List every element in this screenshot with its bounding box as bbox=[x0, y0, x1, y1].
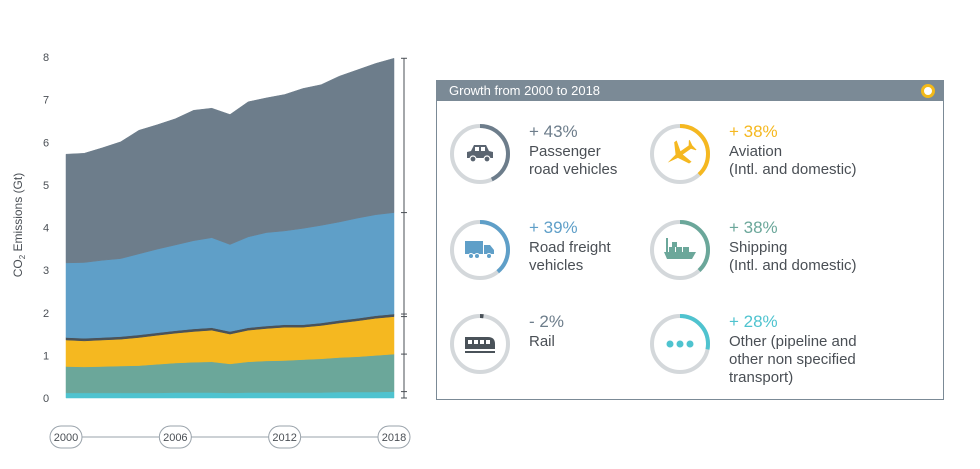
growth-arc bbox=[450, 314, 510, 374]
growth-arc bbox=[650, 314, 710, 374]
panel-header: Growth from 2000 to 2018 bbox=[437, 81, 943, 101]
x-tick-label: 2000 bbox=[54, 432, 78, 444]
growth-item-aviation: + 38% Aviation (Intl. and domestic) bbox=[637, 113, 877, 193]
growth-text: - 2% Rail bbox=[529, 313, 564, 351]
growth-item-rail: - 2% Rail bbox=[437, 303, 677, 383]
y-tick-label: 3 bbox=[43, 265, 49, 277]
y-tick-label: 6 bbox=[43, 137, 49, 149]
growth-label-line2: (Intl. and domestic) bbox=[729, 161, 857, 178]
series-brackets bbox=[401, 57, 407, 399]
growth-text: + 38% Aviation (Intl. and domestic) bbox=[729, 123, 857, 179]
growth-label-line1: Road freight bbox=[529, 239, 611, 256]
growth-label-line2: road vehicles bbox=[529, 161, 618, 178]
airplane-icon bbox=[667, 139, 697, 164]
logo-icon bbox=[921, 84, 935, 98]
x-tick-pill bbox=[377, 425, 411, 449]
growth-arc bbox=[650, 124, 710, 184]
growth-label-line1: Other (pipeline and bbox=[729, 333, 857, 350]
growth-text: + 39% Road freight vehicles bbox=[529, 219, 611, 275]
x-tick-pill bbox=[49, 425, 83, 449]
x-tick-label: 2018 bbox=[382, 432, 406, 444]
growth-percent: - 2% bbox=[529, 312, 564, 331]
growth-arc bbox=[650, 220, 710, 280]
y-axis-label-subscript: 2 bbox=[18, 254, 27, 259]
growth-label-line2: (Intl. and domestic) bbox=[729, 257, 857, 274]
growth-item-passenger: + 43% Passenger road vehicles bbox=[437, 113, 677, 193]
growth-label-line2: vehicles bbox=[529, 257, 584, 274]
growth-panel: Growth from 2000 to 2018 + 43% Passenger… bbox=[436, 80, 944, 400]
y-axis-ticks: 0 1 2 3 4 5 6 7 8 bbox=[43, 52, 49, 405]
y-axis-label-main: CO bbox=[11, 259, 25, 277]
car-icon bbox=[467, 145, 493, 163]
growth-item-shipping: + 38% Shipping (Intl. and domestic) bbox=[637, 209, 877, 289]
growth-text: + 28% Other (pipeline and other non spec… bbox=[729, 313, 877, 387]
y-axis-label-rest: Emissions (Gt) bbox=[11, 173, 25, 255]
growth-ring bbox=[650, 220, 710, 280]
growth-percent: + 38% bbox=[729, 218, 778, 237]
growth-label-line1: Aviation bbox=[729, 143, 783, 160]
growth-item-road-freight: + 39% Road freight vehicles bbox=[437, 209, 677, 289]
panel-title: Growth from 2000 to 2018 bbox=[449, 83, 601, 98]
growth-ring bbox=[650, 314, 710, 374]
growth-percent: + 43% bbox=[529, 122, 578, 141]
growth-text: + 38% Shipping (Intl. and domestic) bbox=[729, 219, 857, 275]
dots-icon bbox=[666, 340, 694, 348]
y-tick-label: 0 bbox=[43, 393, 49, 405]
y-tick-label: 8 bbox=[43, 52, 49, 64]
train-icon bbox=[465, 337, 495, 353]
x-tick-label: 2006 bbox=[163, 432, 187, 444]
x-tick-label: 2012 bbox=[272, 432, 296, 444]
truck-icon bbox=[465, 241, 494, 259]
x-tick-pill bbox=[158, 425, 192, 449]
growth-label-line2: other non specified transport) bbox=[729, 351, 856, 386]
area-passenger bbox=[65, 57, 395, 264]
growth-text: + 43% Passenger road vehicles bbox=[529, 123, 617, 179]
y-tick-label: 7 bbox=[43, 95, 49, 107]
growth-ring bbox=[450, 314, 510, 374]
growth-label-line1: Shipping bbox=[729, 239, 788, 256]
y-tick-label: 5 bbox=[43, 180, 49, 192]
growth-arc bbox=[450, 220, 510, 280]
growth-ring bbox=[450, 124, 510, 184]
y-axis-label: CO2 Emissions (Gt) bbox=[11, 173, 27, 277]
growth-arc bbox=[450, 124, 510, 184]
growth-label-line1: Rail bbox=[529, 333, 555, 350]
growth-ring bbox=[450, 220, 510, 280]
growth-percent: + 28% bbox=[729, 312, 778, 331]
growth-item-other: + 28% Other (pipeline and other non spec… bbox=[637, 303, 877, 386]
growth-percent: + 38% bbox=[729, 122, 778, 141]
x-tick-pill bbox=[268, 425, 302, 449]
growth-label-line1: Passenger bbox=[529, 143, 601, 160]
stacked-areas bbox=[65, 57, 395, 399]
growth-ring bbox=[650, 124, 710, 184]
y-tick-label: 1 bbox=[43, 350, 49, 362]
ship-icon bbox=[664, 238, 696, 259]
y-tick-label: 4 bbox=[43, 223, 49, 235]
growth-percent: + 39% bbox=[529, 218, 578, 237]
y-tick-label: 2 bbox=[43, 308, 49, 320]
x-axis: 2000 2006 2012 2018 bbox=[49, 425, 411, 449]
